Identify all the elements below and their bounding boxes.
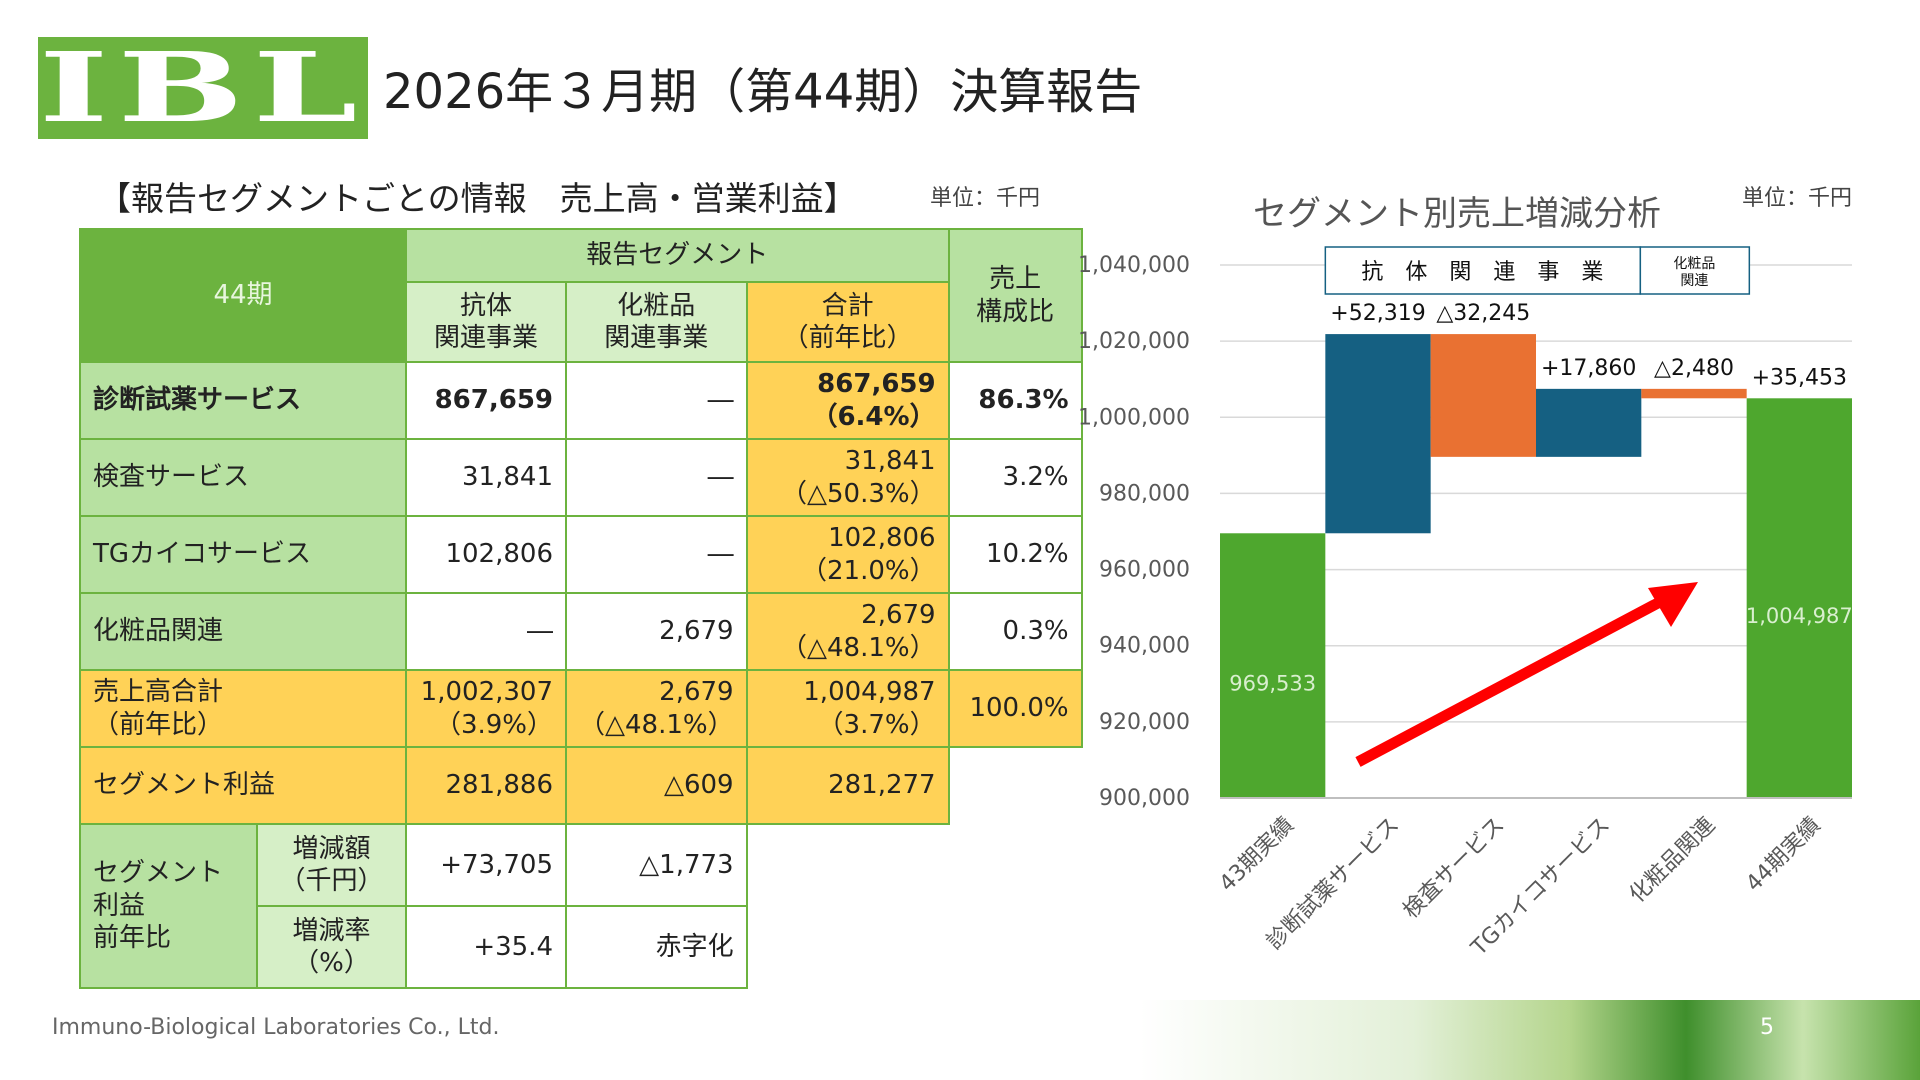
profit-yoy-label: セグメント 利益 前年比 (79, 823, 258, 989)
row-label: セグメント利益 (79, 746, 407, 825)
page-number: 5 (1760, 1015, 1774, 1040)
legend-cosmetics-box (1639, 246, 1751, 295)
cell-cosmetics: ― (565, 438, 748, 517)
profit-yoy-amount-row: セグメント 利益 前年比 増減額 （千円） +73,705 △1,773 (79, 823, 1082, 989)
cell-share: 86.3% (947, 361, 1083, 440)
bar-5 (1746, 398, 1852, 798)
y-tick-label: 1,020,000 (1078, 329, 1190, 354)
legend-cosmetics-text: 化粧品 (1673, 256, 1715, 272)
share-header: 売上 構成比 (947, 228, 1083, 363)
cell-antibody: 281,886 (405, 746, 567, 825)
bar-0 (1220, 533, 1326, 798)
footer-decoration (1140, 1000, 1920, 1080)
chart-unit-label: 単位：千円 (1742, 186, 1853, 211)
bar-2 (1430, 334, 1536, 457)
cell-cosmetics: 2,679 （△48.1%） (565, 669, 748, 748)
y-tick-label: 960,000 (1099, 558, 1190, 583)
segment-table: 44期 報告セグメント 売上 構成比 抗体 関連事業 化粧品 関連事業 合計 （前年比）… (79, 228, 1083, 989)
group-header: 報告セグメント (405, 228, 950, 283)
y-tick-label: 920,000 (1099, 710, 1190, 735)
table-corner: 44期 (79, 228, 407, 363)
cell-share: 3.2% (947, 438, 1083, 517)
cell-antibody: 867,659 (405, 361, 567, 440)
rate-label: 増減率 （%） (256, 905, 407, 989)
table-row: 化粧品関連 ― 2,679 2,679 （△48.1%） 0.3% (79, 592, 1083, 671)
table-unit-label: 単位：千円 (930, 186, 1041, 211)
cosmetics-col-header: 化粧品 関連事業 (565, 281, 748, 363)
legend-cosmetics-text: 関連 (1680, 273, 1708, 289)
total-col-header: 合計 （前年比） (745, 281, 950, 363)
bar-value-label: △2,480 (1654, 356, 1734, 381)
footer-company: Immuno-Biological Laboratories Co., Ltd. (52, 1015, 500, 1040)
bar-value-label: △32,245 (1436, 301, 1530, 326)
cell-total: 281,277 (745, 746, 950, 825)
row-label: 検査サービス (79, 438, 407, 517)
trend-arrow-shaft (1355, 590, 1676, 767)
cell-antibody: ― (405, 592, 567, 671)
table-row: 検査サービス 31,841 ― 31,841 （△50.3%） 3.2% (79, 438, 1083, 517)
cell-antibody: 102,806 (405, 515, 567, 594)
antibody-col-header: 抗体 関連事業 (405, 281, 567, 363)
table-heading: 【報告セグメントごとの情報 売上高・営業利益】 (98, 179, 857, 218)
bar-value-label: +17,860 (1541, 356, 1636, 381)
cell-cosmetics: △609 (565, 746, 748, 825)
y-tick-label: 900,000 (1099, 786, 1190, 811)
table-row: TGカイコサービス 102,806 ― 102,806 （21.0%） 10.2% (79, 515, 1083, 594)
cell-cosmetics: ― (565, 515, 748, 594)
segment-profit-row: セグメント利益 281,886 △609 281,277 (79, 746, 1082, 825)
cell-total: 2,679 （△48.1%） (745, 592, 950, 671)
y-tick-label: 1,040,000 (1078, 253, 1190, 278)
bar-3 (1536, 388, 1642, 457)
bar-value-label: 1,004,987 (1746, 604, 1853, 628)
y-tick-label: 1,000,000 (1078, 405, 1190, 430)
amount-label: 増減額 （千円） (256, 823, 407, 907)
waterfall-chart: 900,000 920,000 940,000 960,000 980,000 1,000… (1078, 246, 1853, 961)
cell-total: 1,004,987 （3.7%） (745, 669, 950, 748)
x-tick-label: 44期実績 (1741, 813, 1825, 897)
ibl-logo: IBL (38, 37, 368, 139)
cell-antibody: 1,002,307 （3.9%） (405, 669, 567, 748)
change-label: +35,453 (1752, 365, 1847, 390)
x-tick-label: 化粧品関連 (1625, 813, 1720, 908)
y-tick-label: 940,000 (1099, 634, 1190, 659)
cell-share: 0.3% (947, 592, 1083, 671)
cell-share: 10.2% (947, 515, 1083, 594)
x-tick-label: 43期実績 (1215, 813, 1299, 897)
legend-antibody-text: 抗 体 関 連 事 業 (1361, 260, 1603, 285)
logo-text: IBL (39, 31, 367, 144)
row-label: TGカイコサービス (79, 515, 407, 594)
bar-value-label: +52,319 (1330, 301, 1425, 326)
row-label: 診断試薬サービス (79, 361, 407, 440)
table-row: 診断試薬サービス 867,659 ― 867,659 （6.4%） 86.3% (79, 361, 1083, 440)
cell-antibody: 31,841 (405, 438, 567, 517)
chart-title: セグメント別売上増減分析 (1253, 194, 1661, 234)
sales-total-row: 売上高合計 （前年比） 1,002,307 （3.9%） 2,679 （△48.1%）… (79, 669, 1083, 748)
bar-value-label: 969,533 (1229, 672, 1316, 696)
row-label: 売上高合計 （前年比） (79, 669, 407, 748)
cell-total: 102,806 （21.0%） (745, 515, 950, 594)
profit-yoy-rate-row: 増減率 （%） +35.4 赤字化 (80, 905, 1082, 989)
bar-1 (1325, 334, 1431, 534)
cell-cosmetics: 2,679 (565, 592, 748, 671)
cell-total: 867,659 （6.4%） (745, 361, 950, 440)
cell-share: 100.0% (947, 669, 1083, 748)
y-tick-label: 980,000 (1099, 481, 1190, 506)
cell-cosmetics: 赤字化 (565, 905, 748, 989)
cell-total: 31,841 （△50.3%） (745, 438, 950, 517)
x-tick-label: 検査サービス (1399, 813, 1510, 924)
page-title: 2026年３月期（第44期）決算報告 (383, 64, 1143, 120)
cell-antibody: +73,705 (405, 823, 567, 907)
legend-antibody-box (1324, 246, 1642, 295)
trend-arrow-head (1648, 582, 1698, 627)
bar-4 (1641, 388, 1747, 399)
row-label: 化粧品関連 (79, 592, 407, 671)
cell-cosmetics: △1,773 (565, 823, 748, 907)
cell-antibody: +35.4 (405, 905, 567, 989)
cell-cosmetics: ― (565, 361, 748, 440)
